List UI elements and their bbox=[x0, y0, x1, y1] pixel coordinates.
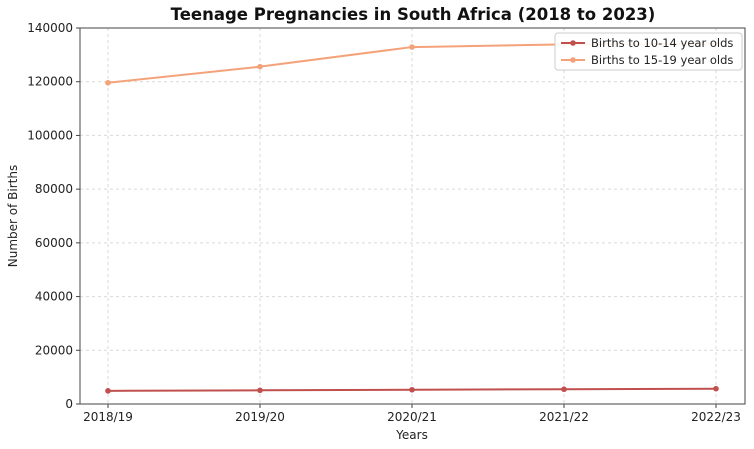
data-point bbox=[409, 44, 415, 50]
chart-title: Teenage Pregnancies in South Africa (201… bbox=[171, 5, 656, 24]
y-axis-label: Number of Births bbox=[6, 165, 20, 267]
legend-label: Births to 15-19 year olds bbox=[591, 53, 733, 67]
data-point bbox=[257, 387, 263, 394]
legend: Births to 10-14 year olds Births to 15-19… bbox=[554, 32, 743, 71]
x-tick-label: 2018/19 bbox=[83, 410, 133, 424]
y-tick-label: 100000 bbox=[27, 128, 73, 142]
gridlines bbox=[80, 27, 745, 405]
x-axis-label: Years bbox=[395, 428, 428, 442]
x-tick-label: 2021/22 bbox=[539, 410, 589, 424]
data-point bbox=[105, 79, 111, 86]
legend-label: Births to 10-14 year olds bbox=[591, 36, 733, 50]
y-tick-label: 20000 bbox=[35, 343, 73, 357]
y-tick-label: 80000 bbox=[35, 182, 73, 196]
x-tick-label: 2019/20 bbox=[235, 410, 285, 424]
y-tick-label: 120000 bbox=[27, 75, 73, 89]
data-point bbox=[105, 388, 111, 394]
y-tick-label: 40000 bbox=[35, 290, 73, 304]
data-point bbox=[561, 386, 567, 393]
x-tick-label: 2020/21 bbox=[387, 410, 437, 424]
legend-swatch-marker bbox=[570, 40, 576, 46]
legend-swatch-marker bbox=[570, 57, 576, 63]
axis-ticks: 0 20000 40000 60000 80000 100000 120000 140000 2… bbox=[27, 21, 741, 424]
legend-box bbox=[554, 32, 743, 71]
x-tick-label: 2022/23 bbox=[691, 410, 741, 424]
y-tick-label: 60000 bbox=[35, 236, 73, 250]
data-point bbox=[257, 63, 263, 70]
y-tick-label: 0 bbox=[65, 397, 73, 411]
data-point bbox=[409, 386, 415, 393]
data-point bbox=[713, 385, 719, 392]
y-tick-label: 140000 bbox=[27, 21, 73, 35]
